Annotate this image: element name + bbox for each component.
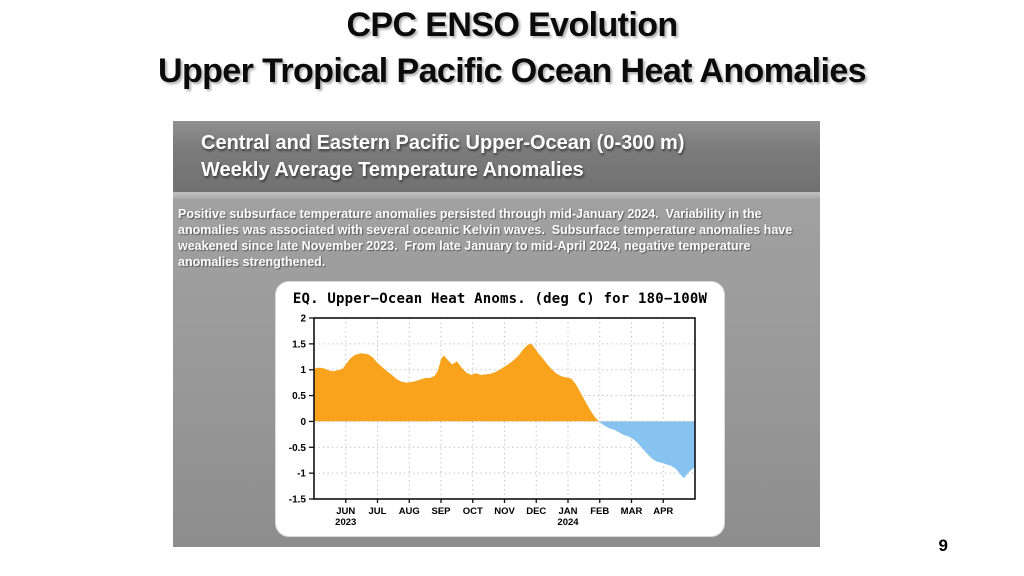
x-tick-label: FEB [590, 506, 609, 517]
x-tick-label: MAR [621, 506, 643, 517]
y-tick-label: -1.5 [289, 495, 307, 506]
panel-header-line1: Central and Eastern Pacific Upper-Ocean … [201, 132, 685, 154]
slide-title-line1: CPC ENSO Evolution [346, 6, 678, 44]
x-tick-year-label: 2024 [557, 517, 579, 528]
x-tick-label: JAN [558, 506, 577, 517]
chart-title: EQ. Upper−Ocean Heat Anoms. (deg C) for … [292, 291, 708, 307]
y-tick-label: 0.5 [292, 391, 306, 402]
x-tick-label: SEP [431, 506, 451, 517]
y-tick-label: -1 [297, 469, 306, 480]
chart-card: 2 1.5 1 0.5 0 -0.5 -1 -1.5 JUN 2023 JUL AUG SEP OCT NO… [275, 281, 725, 537]
x-tick-label: AUG [399, 506, 420, 517]
panel-header-line2: Weekly Average Temperature Anomalies [201, 159, 584, 181]
panel-separator [173, 192, 820, 199]
y-tick-label: 1.5 [292, 339, 306, 350]
cpc-panel: Central and Eastern Pacific Upper-Ocean … [173, 121, 820, 547]
x-tick-label: NOV [494, 506, 515, 517]
panel-body: Positive subsurface temperature anomalie… [173, 199, 820, 547]
x-tick-label: APR [653, 506, 673, 517]
x-tick-label: OCT [463, 506, 483, 517]
y-tick-label: -0.5 [289, 443, 307, 454]
x-tick-label: DEC [526, 506, 546, 517]
slide-title: CPC ENSO Evolution Upper Tropical Pacifi… [0, 2, 1024, 94]
slide-title-line2: Upper Tropical Pacific Ocean Heat Anomal… [158, 52, 867, 90]
y-tick-label: 1 [300, 365, 306, 376]
page-number: 9 [938, 536, 948, 555]
negative-anomaly-area [598, 421, 695, 479]
y-tick-label: 0 [300, 417, 306, 428]
panel-header: Central and Eastern Pacific Upper-Ocean … [173, 121, 820, 192]
y-tick-label: 2 [300, 314, 306, 325]
summary-paragraph: Positive subsurface temperature anomalie… [178, 207, 796, 269]
x-tick-label: JUN [336, 506, 355, 517]
positive-anomaly-area [314, 343, 695, 422]
x-tick-label: JUL [369, 506, 387, 517]
x-tick-year-label: 2023 [335, 517, 356, 528]
